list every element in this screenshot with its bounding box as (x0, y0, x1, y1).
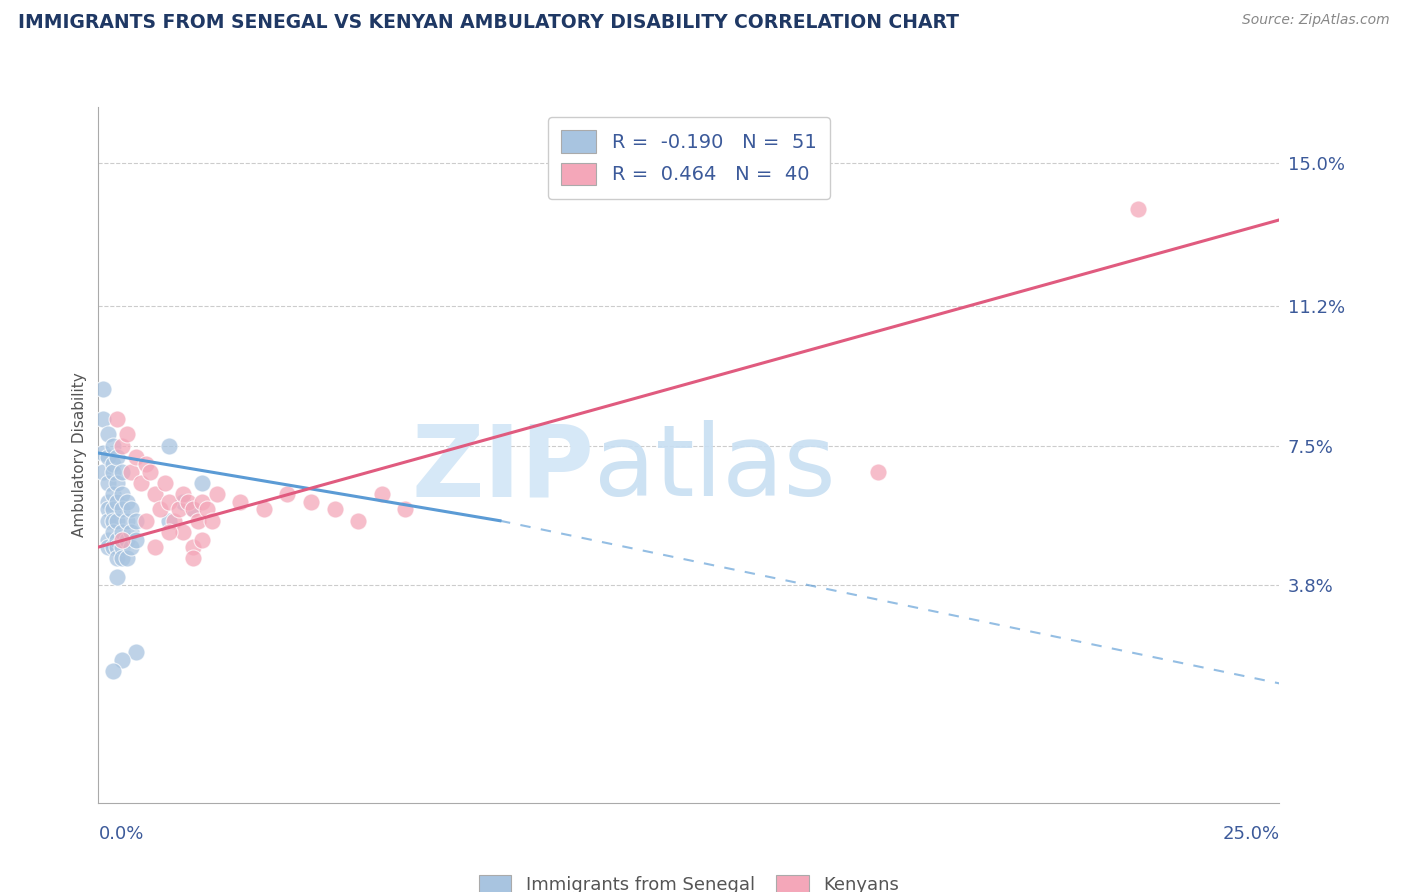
Point (229, 495, 252, 509)
Legend: Immigrants from Senegal, Kenyans: Immigrants from Senegal, Kenyans (471, 868, 907, 892)
Point (101, 664, 124, 678)
Point (181, 502, 204, 516)
Point (105, 533, 128, 547)
Point (111, 524, 134, 539)
Point (91, 465, 114, 479)
Point (172, 495, 194, 509)
Point (101, 487, 124, 501)
Point (111, 653, 134, 667)
Point (177, 495, 200, 509)
Point (201, 514, 224, 528)
Point (97, 427, 120, 442)
Point (187, 514, 209, 528)
Point (105, 495, 128, 509)
Point (125, 533, 148, 547)
Point (101, 514, 124, 528)
Point (111, 551, 134, 566)
Point (91, 382, 114, 396)
Point (121, 465, 143, 479)
Point (111, 533, 134, 547)
Point (115, 495, 138, 509)
Point (115, 514, 138, 528)
Point (172, 487, 194, 501)
Point (101, 502, 124, 516)
Point (101, 465, 124, 479)
Point (121, 502, 143, 516)
Text: 25.0%: 25.0% (1222, 825, 1279, 843)
Point (157, 514, 180, 528)
Point (371, 487, 394, 501)
Point (105, 514, 128, 528)
Point (97, 540, 120, 554)
Point (105, 570, 128, 584)
Point (299, 495, 322, 509)
Point (111, 540, 134, 554)
Point (115, 551, 138, 566)
Text: atlas: atlas (595, 420, 837, 517)
Point (205, 487, 228, 501)
Point (181, 502, 204, 516)
Point (97, 514, 120, 528)
Text: IMMIGRANTS FROM SENEGAL VS KENYAN AMBULATORY DISABILITY CORRELATION CHART: IMMIGRANTS FROM SENEGAL VS KENYAN AMBULA… (18, 13, 959, 32)
Text: Source: ZipAtlas.com: Source: ZipAtlas.com (1241, 13, 1389, 28)
Point (866, 465, 889, 479)
Point (111, 465, 134, 479)
Point (125, 514, 148, 528)
Point (153, 476, 176, 491)
Point (97, 533, 120, 547)
Point (157, 438, 180, 452)
Point (157, 524, 180, 539)
Point (195, 502, 218, 516)
Point (91, 412, 114, 426)
Point (323, 502, 346, 516)
Point (276, 487, 298, 501)
Point (167, 502, 190, 516)
Point (111, 502, 134, 516)
Point (121, 540, 143, 554)
Point (253, 502, 276, 516)
Point (181, 540, 204, 554)
Point (101, 524, 124, 539)
Text: 0.0%: 0.0% (98, 825, 143, 843)
Y-axis label: Ambulatory Disability: Ambulatory Disability (72, 373, 87, 537)
Point (97, 502, 120, 516)
Point (97, 495, 120, 509)
Point (157, 495, 180, 509)
Point (172, 524, 194, 539)
Point (135, 514, 157, 528)
Point (111, 438, 134, 452)
Point (125, 450, 148, 464)
Point (105, 412, 128, 426)
Point (347, 514, 370, 528)
Point (1126, 202, 1149, 216)
Point (91, 446, 114, 460)
Point (129, 476, 152, 491)
Point (394, 502, 416, 516)
Point (111, 487, 134, 501)
Point (105, 540, 128, 554)
Point (97, 476, 120, 491)
Point (191, 495, 214, 509)
Point (135, 458, 157, 472)
Point (191, 476, 214, 491)
Point (143, 540, 166, 554)
Point (105, 476, 128, 491)
Point (97, 450, 120, 464)
Point (181, 551, 204, 566)
Point (101, 540, 124, 554)
Point (163, 514, 186, 528)
Point (115, 427, 138, 442)
Point (101, 458, 124, 472)
Point (125, 645, 148, 659)
Point (121, 524, 143, 539)
Point (143, 487, 166, 501)
Point (149, 502, 172, 516)
Point (139, 465, 162, 479)
Point (115, 533, 138, 547)
Point (191, 533, 214, 547)
Point (101, 438, 124, 452)
Point (105, 551, 128, 566)
Point (105, 450, 128, 464)
Text: ZIP: ZIP (412, 420, 595, 517)
